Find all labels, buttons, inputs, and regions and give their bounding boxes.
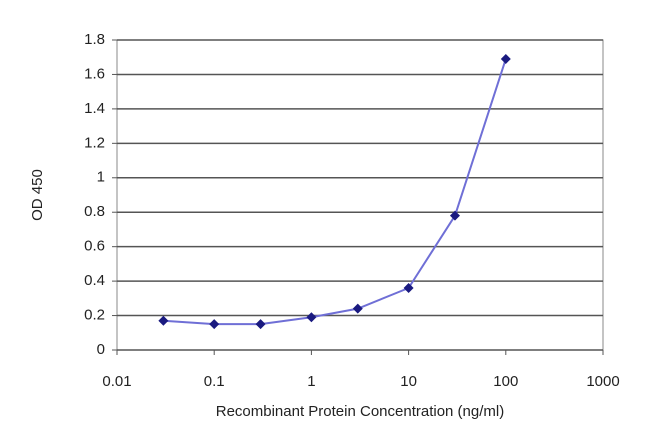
x-tick-label: 1 [307, 373, 315, 390]
y-tick-label: 1.4 [84, 100, 105, 117]
marker [306, 312, 317, 323]
marker [158, 315, 169, 326]
line [163, 58, 507, 326]
y-tick-label: 1 [97, 169, 105, 186]
y-tick-label: 0.4 [84, 272, 105, 289]
marker [500, 53, 511, 64]
y-tick-label: 0.2 [84, 307, 105, 324]
y-tick-label: 1.6 [84, 65, 105, 82]
marker [209, 319, 220, 330]
x-tick-label: 0.1 [204, 373, 225, 390]
x-axis-label: Recombinant Protein Concentration (ng/ml… [216, 403, 504, 420]
x-tick-label: 10 [400, 373, 417, 390]
marker [449, 210, 460, 221]
marker [403, 283, 414, 293]
y-tick-label: 1.8 [84, 31, 105, 48]
y-tick-label: 0.6 [84, 238, 105, 255]
plot-area [116, 39, 604, 351]
marker [255, 319, 266, 330]
y-tick-label: 1.2 [84, 134, 105, 151]
y-tick-label: 0.8 [84, 203, 105, 220]
x-tick-label: 1000 [586, 373, 619, 390]
x-tick-label: 100 [493, 373, 518, 390]
marker [352, 303, 363, 314]
x-tick-label: 0.01 [102, 373, 131, 390]
y-axis-label: OD 450 [29, 169, 46, 221]
y-tick-label: 0 [97, 341, 105, 358]
